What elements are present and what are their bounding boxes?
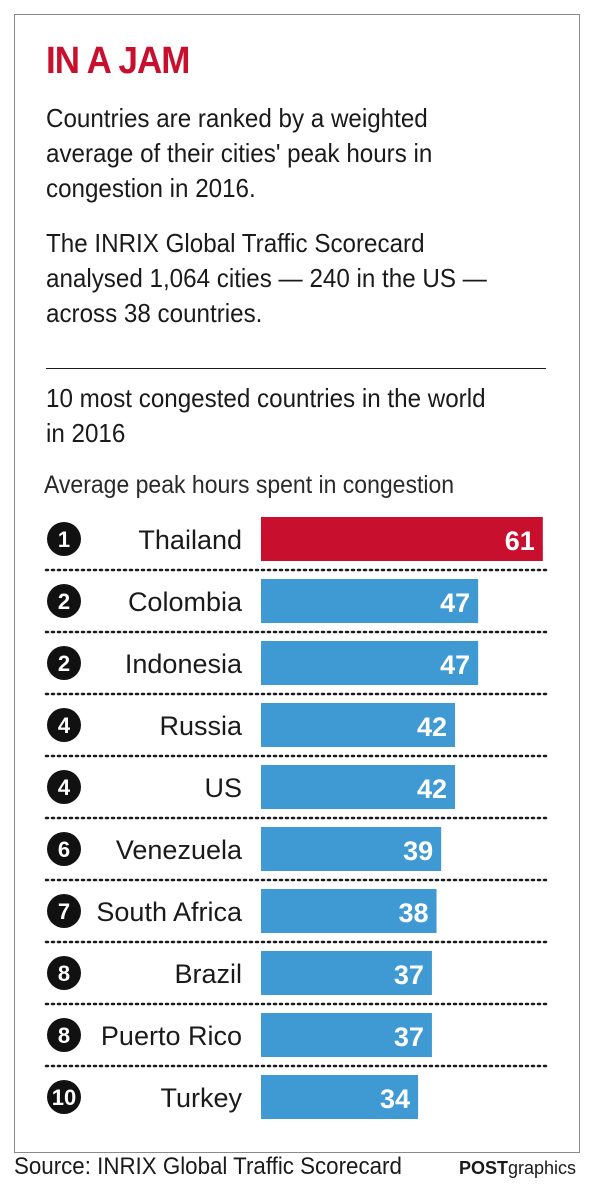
intro-paragraph-2: The INRIX Global Traffic Scorecard analy… [46,228,487,328]
chart-subtitle: Average peak hours spent in congestion [44,471,455,499]
rank-label: 8 [58,1023,70,1048]
rank-badge [47,522,81,556]
rank-label: 2 [58,589,70,614]
bar [261,517,543,561]
credit-regular: graphics [507,1158,576,1178]
country-label: South Africa [96,897,243,927]
value-label: 42 [417,712,447,742]
country-label: US [204,773,242,803]
chart-title: 10 most congested countries in the world… [46,383,486,448]
country-label: Puerto Rico [101,1021,242,1051]
value-label: 37 [394,960,424,990]
bar [261,951,432,995]
country-label: Colombia [128,587,243,617]
rank-label: 4 [58,775,71,800]
bar [261,1075,419,1119]
value-label: 39 [403,836,433,866]
value-label: 34 [380,1084,410,1114]
rank-badge [47,708,81,742]
source-note: Source: INRIX Global Traffic Scorecard [14,1153,402,1180]
headline: IN A JAM [46,40,190,82]
bar [261,641,479,685]
bar [261,1013,432,1057]
country-label: Turkey [160,1083,242,1113]
rank-label: 4 [58,713,71,738]
rank-badge [47,1018,81,1052]
intro-paragraph-1: Countries are ranked by a weighted avera… [46,103,433,203]
rank-label: 2 [58,651,70,676]
value-label: 42 [417,774,447,804]
value-label: 47 [440,650,470,680]
rank-badge [47,956,81,990]
rank-badge [47,894,81,928]
value-label: 47 [440,588,470,618]
rank-badge [47,832,81,866]
rank-badge [47,1080,81,1114]
rank-label: 8 [58,961,70,986]
credit-bold: POST [458,1158,508,1178]
bar [261,889,437,933]
rank-badge [47,770,81,804]
rank-label: 1 [58,527,70,552]
country-label: Russia [159,711,243,741]
country-label: Brazil [174,959,242,989]
value-label: 37 [394,1022,424,1052]
country-label: Indonesia [125,649,243,679]
country-label: Thailand [138,525,242,555]
bar [261,765,456,809]
bar [261,827,442,871]
rank-label: 7 [58,899,70,924]
value-label: 38 [399,898,429,928]
rank-label: 10 [52,1085,76,1110]
value-label: 61 [505,526,535,556]
rank-label: 6 [58,837,70,862]
credit-logo: POSTgraphics [459,1158,576,1179]
section-divider [46,368,546,369]
country-label: Venezuela [116,835,243,865]
bar [261,703,456,747]
bar [261,579,479,623]
rank-badge [47,646,81,680]
rank-badge [47,584,81,618]
